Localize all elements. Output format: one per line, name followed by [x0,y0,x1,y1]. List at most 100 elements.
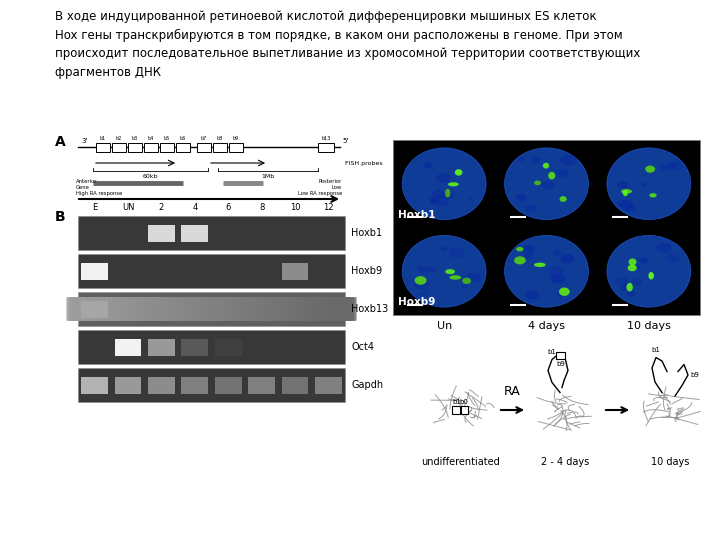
Bar [248,376,275,394]
Ellipse shape [525,253,534,259]
Ellipse shape [628,265,637,271]
Bar [213,143,227,152]
Bar [78,292,345,326]
Bar [78,254,345,288]
Bar [393,140,700,315]
Ellipse shape [560,254,574,264]
Text: Hoxb9: Hoxb9 [351,266,382,276]
Text: b4: b4 [148,136,154,140]
Ellipse shape [402,235,486,307]
Ellipse shape [667,161,682,171]
Ellipse shape [446,192,455,199]
Text: b2: b2 [116,136,122,140]
Bar [181,339,208,355]
Bar [315,376,342,394]
Text: Hoxb13: Hoxb13 [351,304,388,314]
Ellipse shape [505,235,588,307]
Ellipse shape [607,148,690,220]
Text: 60kb: 60kb [143,174,158,179]
Bar [78,216,345,250]
Ellipse shape [436,173,451,183]
Text: b5: b5 [164,136,170,140]
Ellipse shape [624,204,636,212]
Ellipse shape [559,287,570,296]
Ellipse shape [615,277,630,287]
Ellipse shape [645,166,655,173]
Ellipse shape [449,275,462,280]
Bar [176,143,190,152]
Text: Hoxb1: Hoxb1 [351,228,382,238]
Text: Hoxb9: Hoxb9 [398,297,436,307]
Text: b13: b13 [321,136,330,140]
Ellipse shape [418,266,428,273]
Bar [229,143,243,152]
Ellipse shape [525,205,536,212]
Ellipse shape [505,148,588,220]
Ellipse shape [514,256,526,265]
Bar [96,143,110,152]
Bar [148,225,175,241]
Text: b1: b1 [453,399,462,405]
Bar [128,143,142,152]
Ellipse shape [534,262,546,267]
Bar [452,406,460,414]
Ellipse shape [448,182,459,186]
Text: b9: b9 [233,136,239,140]
Ellipse shape [559,196,567,202]
Ellipse shape [468,197,474,201]
Ellipse shape [632,279,642,286]
Ellipse shape [516,194,526,201]
Text: b3: b3 [132,136,138,140]
Bar [556,352,565,359]
Ellipse shape [402,148,486,220]
Text: b1: b1 [100,136,106,140]
Ellipse shape [517,157,525,162]
Ellipse shape [445,188,450,198]
Text: b9: b9 [690,372,699,378]
Ellipse shape [541,180,554,189]
Ellipse shape [462,278,471,284]
Text: 4: 4 [192,203,197,212]
Ellipse shape [516,247,523,252]
Bar [114,376,141,394]
Ellipse shape [432,190,446,199]
Ellipse shape [445,269,455,274]
Ellipse shape [555,168,569,178]
Ellipse shape [523,245,534,253]
Bar [282,262,308,280]
Text: 5': 5' [342,138,348,144]
Ellipse shape [466,273,481,282]
Text: 2: 2 [159,203,164,212]
Ellipse shape [639,258,648,264]
Ellipse shape [547,266,564,276]
Bar [181,376,208,394]
Ellipse shape [626,283,633,292]
Text: b6: b6 [180,136,186,140]
Bar [160,143,174,152]
Bar [215,339,241,355]
Ellipse shape [421,292,428,296]
Text: 2 - 4 days: 2 - 4 days [541,457,589,467]
Ellipse shape [526,291,539,300]
Bar [148,376,175,394]
Text: 10: 10 [289,203,300,212]
Ellipse shape [641,183,647,186]
Ellipse shape [618,200,634,210]
Ellipse shape [415,276,426,285]
Text: FISH probes: FISH probes [345,160,382,165]
Text: 4 days: 4 days [528,321,565,331]
Ellipse shape [634,265,641,269]
Ellipse shape [529,157,539,163]
Ellipse shape [649,272,654,280]
Ellipse shape [607,235,690,307]
Text: b0: b0 [459,399,469,405]
Ellipse shape [621,189,632,194]
Ellipse shape [423,163,432,168]
Ellipse shape [413,278,430,289]
Ellipse shape [548,172,555,179]
Text: b8: b8 [217,136,223,140]
Bar [78,368,345,402]
Ellipse shape [428,197,436,202]
Bar [81,262,108,280]
Text: Posterior
Low
Low RA response: Posterior Low Low RA response [297,179,342,196]
